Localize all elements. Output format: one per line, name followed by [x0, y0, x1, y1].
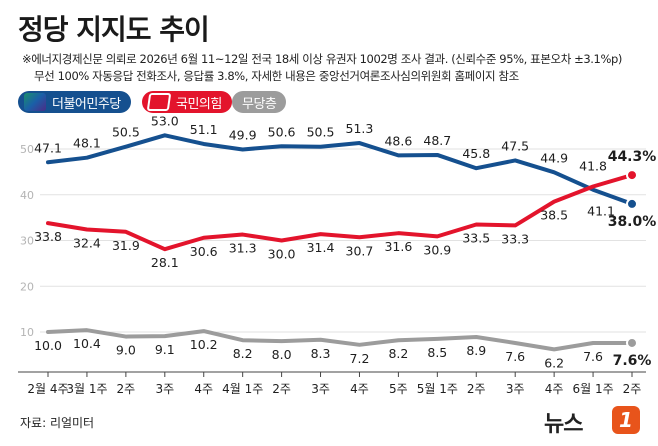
data-label-ppp: 28.1: [151, 255, 179, 270]
legend-item-ppp: 국민의힘: [142, 90, 232, 114]
data-label-minjoo: 48.7: [423, 133, 451, 148]
data-label-minjoo: 50.5: [112, 125, 140, 140]
legend-pill-independent: 무당층: [232, 91, 287, 113]
x-tick-label: 2주: [623, 382, 642, 396]
data-label-ppp: 31.3: [229, 241, 257, 256]
x-tick-label: 2주: [272, 382, 291, 396]
data-label-ppp: 31.6: [384, 239, 412, 254]
x-tick-label: 5주: [389, 382, 408, 396]
data-label-minjoo: 48.1: [73, 136, 101, 151]
chart-title: 정당 지지도 추이: [18, 13, 210, 46]
data-label-ppp: 30.6: [190, 244, 218, 259]
legend-item-independent: 무당층: [232, 90, 287, 114]
y-tick-label: 10: [20, 326, 34, 339]
data-label-independent: 10.4: [73, 336, 101, 351]
data-label-ppp: 33.3: [501, 231, 529, 246]
x-tick-label: 4주: [545, 382, 564, 396]
data-label-independent: 8.2: [233, 346, 253, 361]
data-label-independent: 7.6%: [613, 353, 652, 369]
x-tick-label: 6월 1주: [572, 382, 613, 396]
data-label-independent: 9.0: [116, 343, 136, 358]
data-label-minjoo: 49.9: [229, 127, 257, 142]
data-label-minjoo: 47.5: [501, 138, 529, 153]
data-label-independent: 10.2: [190, 337, 218, 352]
endpoint-marker-minjoo: [626, 197, 638, 210]
data-label-ppp: 44.3%: [608, 149, 657, 165]
data-label-ppp: 38.5: [540, 208, 568, 223]
data-label-minjoo: 51.1: [190, 122, 218, 137]
data-label-independent: 7.2: [350, 351, 370, 366]
endpoint-marker-ppp: [626, 169, 638, 182]
data-label-minjoo: 53.0: [151, 113, 179, 128]
brand-badge-icon: 1: [612, 406, 640, 434]
data-label-layer: 47.1 48.1 50.5 53.0 51.1 49.9 50.6 50.5 51.3 48.6…: [34, 113, 656, 370]
data-label-ppp: 33.5: [462, 230, 490, 245]
data-label-ppp: 32.4: [73, 236, 101, 251]
legend-pill-ppp: 국민의힘: [142, 91, 232, 113]
legend-label-ppp: 국민의힘: [176, 96, 222, 112]
data-label-ppp: 31.9: [112, 238, 140, 253]
legend-item-minjoo: 더불어민주당: [18, 90, 131, 114]
data-label-ppp: 33.8: [34, 229, 62, 244]
data-label-independent: 9.1: [155, 342, 175, 357]
x-tick-label: 3월 1주: [66, 382, 107, 396]
x-tick-label: 4주: [350, 382, 369, 396]
news1-logo: 뉴스 1: [544, 404, 644, 438]
survey-note-line-2: 무선 100% 자동응답 전화조사, 응답률 3.8%, 자세한 내용은 중앙선…: [34, 69, 519, 83]
data-label-minjoo: 51.3: [346, 121, 374, 136]
y-tick-label: 50: [20, 143, 34, 156]
data-label-ppp: 41.8: [579, 159, 607, 174]
x-tick-label: 2주: [467, 382, 486, 396]
y-tick-label: 20: [20, 280, 34, 293]
data-label-ppp: 30.0: [268, 247, 296, 262]
data-label-minjoo: 44.9: [540, 150, 568, 165]
brand-text: 뉴스: [544, 412, 583, 437]
minjoo-party-logo-icon: [24, 93, 46, 111]
data-label-minjoo: 38.0%: [608, 214, 657, 230]
data-label-ppp: 30.7: [346, 243, 374, 258]
x-tick-label: 4월 1주: [222, 382, 263, 396]
x-tick-label: 5월 1주: [417, 382, 458, 396]
series-layer: [46, 133, 638, 352]
data-label-independent: 10.0: [34, 338, 62, 353]
series-line-ppp: [46, 173, 634, 252]
data-label-independent: 8.3: [311, 346, 331, 361]
series-line-minjoo: [46, 133, 634, 206]
x-tick-label: 4주: [194, 382, 213, 396]
data-label-minjoo: 48.6: [384, 133, 412, 148]
source-credit: 자료: 리얼미터: [20, 416, 95, 430]
x-tick-label: 3주: [506, 382, 525, 396]
legend-label-independent: 무당층: [242, 96, 277, 112]
data-label-minjoo: 50.6: [268, 124, 296, 139]
data-label-minjoo: 41.1: [587, 204, 615, 219]
data-label-ppp: 31.4: [307, 240, 335, 255]
x-tick-label: 2월 4주: [27, 382, 68, 396]
data-label-minjoo: 50.5: [307, 125, 335, 140]
y-tick-label: 30: [20, 235, 34, 248]
data-label-minjoo: 47.1: [34, 140, 62, 155]
survey-note-line-1: ※에너지경제신문 의뢰로 2026년 6월 11~12일 전국 18세 이상 유…: [22, 52, 622, 66]
series-line-independent: [46, 328, 634, 352]
x-tick-label: 3주: [311, 382, 330, 396]
endpoint-marker-independent: [626, 336, 638, 349]
data-label-independent: 8.0: [272, 347, 292, 362]
legend-label-minjoo: 더불어민주당: [52, 96, 121, 112]
grid-layer: 10 20 30 40 50: [20, 143, 646, 339]
data-label-minjoo: 45.8: [462, 146, 490, 161]
data-label-independent: 8.2: [388, 346, 408, 361]
data-label-independent: 8.9: [466, 343, 486, 358]
data-label-ppp: 30.9: [423, 242, 451, 257]
data-label-independent: 7.6: [583, 349, 603, 364]
data-label-independent: 6.2: [544, 355, 564, 370]
legend-pill-minjoo: 더불어민주당: [18, 91, 131, 113]
x-tick-label: 3주: [155, 382, 174, 396]
data-label-independent: 7.6: [505, 349, 525, 364]
y-tick-label: 40: [20, 189, 34, 202]
x-tick-label: 2주: [117, 382, 136, 396]
data-label-independent: 8.5: [427, 345, 447, 360]
